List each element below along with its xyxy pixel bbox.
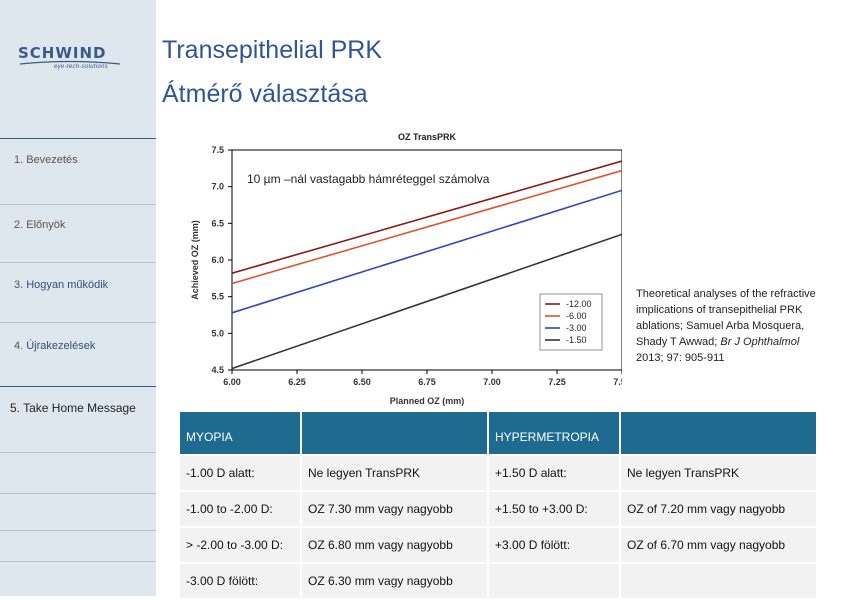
table-cell: OZ 6.30 mm vagy nagyobb xyxy=(302,564,487,598)
reference-text: Theoretical analyses of the refractive i… xyxy=(636,288,816,348)
y-tick-label: 5.5 xyxy=(211,292,224,302)
sidebar-divider xyxy=(0,493,156,494)
x-tick-label: 6.50 xyxy=(353,377,371,387)
table-cell: > -2.00 to -3.00 D: xyxy=(180,528,300,562)
table-cell: OZ of 6.70 mm vagy nagyobb xyxy=(621,528,816,562)
table-row: -1.00 to -2.00 D: OZ 7.30 mm vagy nagyob… xyxy=(180,492,816,526)
sidebar-item-number: 4. xyxy=(14,340,27,352)
y-tick-label: 6.5 xyxy=(211,218,224,228)
x-tick-label: 7.25 xyxy=(548,377,566,387)
sidebar-divider xyxy=(0,262,156,263)
series-line xyxy=(231,189,622,314)
x-tick-label: 6.25 xyxy=(288,377,306,387)
sidebar: SCHWIND eye-tech-solutions 1. Bevezetés … xyxy=(0,0,156,596)
table-cell: Ne legyen TransPRK xyxy=(621,456,816,490)
table-cell: -3.00 D fölött: xyxy=(180,564,300,598)
table-cell xyxy=(621,564,816,598)
sidebar-item-label: 1. Bevezetés xyxy=(14,154,78,166)
sidebar-item-label: 2. Előnyök xyxy=(14,219,66,231)
x-axis-label: Planned OZ (mm) xyxy=(390,396,465,406)
legend-label: -3.00 xyxy=(566,323,587,333)
header-myopia-value xyxy=(302,412,487,454)
series-line xyxy=(231,160,622,274)
page-subtitle: Átmérő választása xyxy=(162,80,368,108)
sidebar-divider xyxy=(0,138,156,139)
table-cell xyxy=(489,564,619,598)
sidebar-divider xyxy=(0,530,156,531)
sidebar-divider xyxy=(0,561,156,562)
header-hypermetropia: HYPERMETROPIA xyxy=(489,412,619,454)
sidebar-item-ujrakezelesek[interactable]: 4. Újrakezelések xyxy=(14,340,95,352)
table-cell: Ne legyen TransPRK xyxy=(302,456,487,490)
y-tick-label: 5.0 xyxy=(211,328,224,338)
x-tick-label: 7.00 xyxy=(483,377,501,387)
y-tick-label: 7.0 xyxy=(211,182,224,192)
oz-recommendation-table: MYOPIA HYPERMETROPIA -1.00 D alatt: Ne l… xyxy=(178,410,818,600)
sidebar-item-label: Hogyan működik xyxy=(26,279,109,291)
logo-brand: SCHWIND xyxy=(18,44,107,62)
y-axis-label: Achieved OZ (mm) xyxy=(190,220,200,300)
table-cell: +1.50 D alatt: xyxy=(489,456,619,490)
table-cell: -1.00 D alatt: xyxy=(180,456,300,490)
chart-title: OZ TransPRK xyxy=(398,132,457,142)
header-hypermetropia-value xyxy=(621,412,816,454)
y-tick-label: 4.5 xyxy=(211,365,224,375)
sidebar-item-take-home-message[interactable]: 5. Take Home Message xyxy=(10,401,136,415)
sidebar-divider xyxy=(0,452,156,453)
legend-label: -6.00 xyxy=(566,311,587,321)
logo-tagline: eye-tech-solutions xyxy=(54,64,109,70)
table-row: -1.00 D alatt: Ne legyen TransPRK +1.50 … xyxy=(180,456,816,490)
sidebar-divider xyxy=(0,386,156,387)
table-cell: +3.00 D fölött: xyxy=(489,528,619,562)
sidebar-item-label: 5. Take Home Message xyxy=(10,401,136,415)
reference-citation-details: 2013; 97: 905-911 xyxy=(636,352,725,364)
series-line xyxy=(231,233,622,370)
legend-label: -1.50 xyxy=(566,335,587,345)
table-row: -3.00 D fölött: OZ 6.30 mm vagy nagyobb xyxy=(180,564,816,598)
sidebar-divider xyxy=(0,322,156,323)
y-tick-label: 6.0 xyxy=(211,255,224,265)
table-cell: OZ 7.30 mm vagy nagyobb xyxy=(302,492,487,526)
legend-label: -12.00 xyxy=(566,299,592,309)
x-tick-label: 6.75 xyxy=(418,377,436,387)
sidebar-item-bevezetes[interactable]: 1. Bevezetés xyxy=(14,154,78,166)
x-tick-label: 6.00 xyxy=(223,377,241,387)
table-cell: -1.00 to -2.00 D: xyxy=(180,492,300,526)
table-cell: OZ 6.80 mm vagy nagyobb xyxy=(302,528,487,562)
logo-swoosh-icon xyxy=(19,60,121,65)
schwind-logo: SCHWIND eye-tech-solutions xyxy=(18,44,122,78)
chart-annotation: 10 µm –nál vastagabb hámréteggel számolv… xyxy=(247,172,490,186)
sidebar-divider xyxy=(0,204,156,205)
sidebar-item-elonyok[interactable]: 2. Előnyök xyxy=(14,219,65,231)
table-cell: OZ of 7.20 mm vagy nagyobb xyxy=(621,492,816,526)
y-tick-label: 7.5 xyxy=(211,145,224,155)
table-row: > -2.00 to -3.00 D: OZ 6.80 mm vagy nagy… xyxy=(180,528,816,562)
reference-journal: Br J Ophthalmol xyxy=(720,336,800,348)
table-cell: +1.50 to +3.00 D: xyxy=(489,492,619,526)
oz-transprk-chart: OZ TransPRK 6.00 6.25 6.50 6.75 7.00 7.25 7.50 4… xyxy=(190,132,622,406)
sidebar-item-label: Újrakezelések xyxy=(26,340,96,352)
table-header-row: MYOPIA HYPERMETROPIA xyxy=(180,412,816,454)
sidebar-item-number: 3. xyxy=(14,279,27,291)
sidebar-item-hogyan-mukodik[interactable]: 3. Hogyan működik xyxy=(14,279,108,291)
x-tick-label: 7.50 xyxy=(613,377,622,387)
header-myopia: MYOPIA xyxy=(180,412,300,454)
page-title: Transepithelial PRK xyxy=(162,36,383,64)
reference-citation: Theoretical analyses of the refractive i… xyxy=(636,286,822,366)
series-line xyxy=(231,169,622,285)
